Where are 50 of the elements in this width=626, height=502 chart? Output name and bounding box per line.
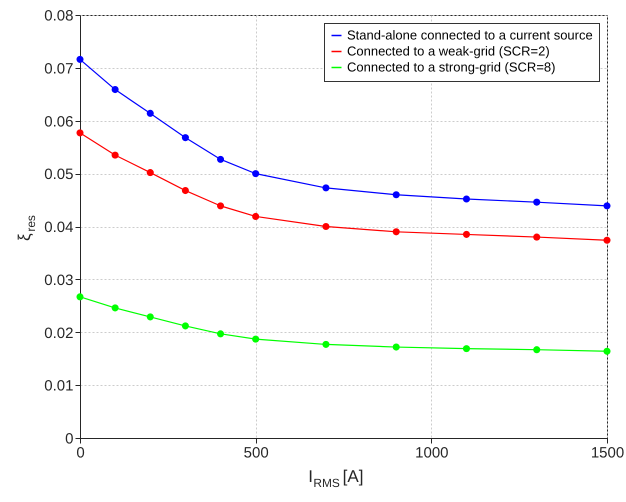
point [603, 348, 611, 355]
y-tick-label: 0.04 [44, 219, 74, 236]
point [216, 202, 224, 210]
point [392, 191, 400, 198]
y-tick-label: 0.03 [44, 272, 74, 289]
legend-label: Connected to a strong-grid (SCR=8) [347, 60, 556, 74]
x-tick-label: 1000 [415, 444, 449, 462]
point [322, 222, 330, 230]
point [603, 236, 611, 244]
point [462, 195, 470, 203]
x-tick-label: 0 [76, 444, 85, 462]
point [462, 345, 470, 352]
y-tick-label: 0.08 [44, 8, 74, 24]
x-tick-label: 500 [244, 444, 269, 462]
point [252, 336, 260, 343]
point [182, 134, 189, 142]
legend-label: Stand-alone connected to a current source [347, 28, 593, 42]
y-tick-label: 0 [65, 430, 74, 448]
point [146, 110, 154, 117]
point [76, 56, 84, 63]
point [392, 344, 400, 351]
point [462, 230, 470, 238]
y-axis-title: ξres [15, 215, 38, 241]
point [112, 152, 119, 159]
point [322, 184, 330, 192]
point [182, 187, 189, 194]
y-tick-label: 0.02 [44, 324, 74, 342]
point [252, 170, 260, 178]
point [76, 129, 84, 136]
x-tick-label: 1500 [590, 444, 624, 462]
point [533, 346, 540, 354]
y-tick-label: 0.01 [44, 378, 74, 395]
y-tick-label: 0.07 [44, 60, 74, 78]
point [182, 322, 189, 330]
y-tick-label: 0.06 [44, 113, 74, 130]
y-tick-label: 0.05 [44, 166, 74, 184]
point [216, 156, 224, 163]
point [603, 202, 611, 210]
point [322, 340, 330, 348]
legend-label: Connected to a weak-grid (SCR=2) [347, 44, 550, 58]
point [146, 313, 154, 320]
point [216, 330, 224, 338]
point [533, 234, 540, 241]
point [76, 293, 84, 300]
point [146, 169, 154, 176]
point [112, 304, 119, 312]
point [112, 86, 119, 94]
point [533, 198, 540, 206]
point [392, 228, 400, 236]
point [252, 212, 260, 220]
